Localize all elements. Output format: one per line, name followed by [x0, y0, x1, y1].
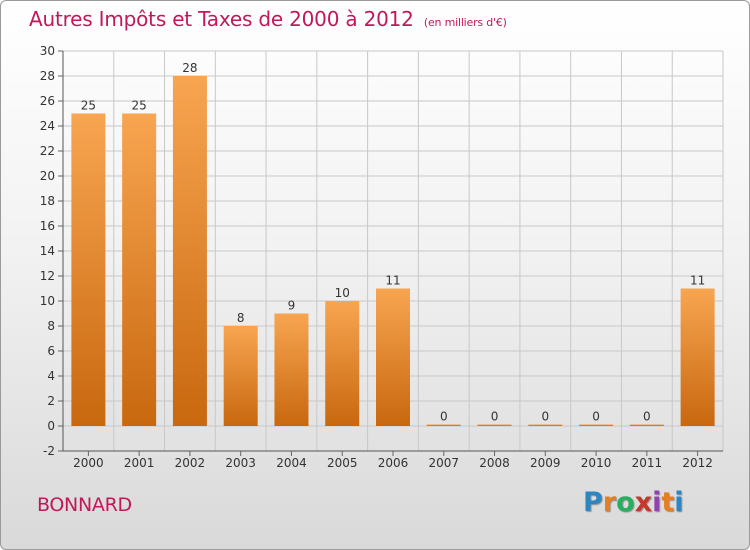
x-tick-label: 2005 [327, 456, 358, 470]
y-tick-label: 24 [40, 119, 55, 133]
chart-title: Autres Impôts et Taxes de 2000 à 2012 (e… [29, 7, 507, 31]
y-tick-label: 14 [40, 244, 55, 258]
brand-logo: Proxiti [583, 487, 684, 518]
y-tick-label: 16 [40, 219, 55, 233]
y-tick-label: -2 [43, 444, 55, 458]
bars [71, 76, 715, 426]
y-tick-label: 20 [40, 169, 55, 183]
data-label: 8 [237, 311, 245, 325]
x-tick-label: 2012 [682, 456, 713, 470]
y-tick-label: 12 [40, 269, 55, 283]
data-label: 0 [491, 410, 499, 424]
x-tick-label: 2003 [225, 456, 256, 470]
brand-letter: o [616, 487, 635, 518]
x-tick-label: 2010 [581, 456, 612, 470]
y-tick-label: 4 [47, 369, 55, 383]
brand-letter: t [661, 487, 675, 518]
data-labels: 25 25 28 8 9 10 11 0 0 0 0 0 11 [81, 61, 706, 424]
brand-letter: i [652, 487, 662, 518]
x-tick-label: 2000 [73, 456, 104, 470]
bar [71, 113, 106, 426]
data-label: 10 [335, 286, 350, 300]
y-tick-label: 26 [40, 94, 55, 108]
brand-letter: i [674, 487, 684, 518]
y-tick-label: 18 [40, 194, 55, 208]
x-tick-label: 2011 [632, 456, 663, 470]
data-label: 0 [541, 410, 549, 424]
y-tick-label: 28 [40, 69, 55, 83]
bar [680, 288, 715, 426]
x-tick-label: 2008 [479, 456, 510, 470]
x-tick-label: 2006 [378, 456, 409, 470]
bar [376, 288, 410, 426]
bar [528, 424, 563, 426]
data-label: 0 [592, 410, 600, 424]
data-label: 11 [690, 274, 705, 288]
brand-letter: P [583, 487, 603, 518]
y-tick-label: 22 [40, 144, 55, 158]
data-label: 25 [132, 99, 147, 113]
data-label: 25 [81, 99, 96, 113]
y-tick-label: 0 [47, 419, 55, 433]
bar [426, 424, 461, 426]
y-tick-label: 30 [40, 44, 55, 58]
x-tick-label: 2009 [530, 456, 561, 470]
x-tick-label: 2001 [124, 456, 155, 470]
data-label: 9 [288, 299, 296, 313]
bar [172, 76, 207, 426]
y-tick-label: 2 [47, 394, 55, 408]
y-tick-label: 6 [47, 344, 55, 358]
bar [629, 424, 664, 426]
y-tick-label: 8 [47, 319, 55, 333]
bar [579, 424, 614, 426]
bar [477, 424, 512, 426]
y-tick-label: 10 [40, 294, 55, 308]
bar [122, 113, 157, 426]
brand-letter: x [634, 487, 653, 518]
title-text: Autres Impôts et Taxes de 2000 à 2012 [29, 7, 414, 31]
data-label: 0 [643, 410, 651, 424]
data-label: 0 [440, 410, 448, 424]
brand-letter: r [602, 487, 617, 518]
data-label: 28 [182, 61, 197, 75]
data-label: 11 [385, 274, 400, 288]
x-tick-label: 2007 [428, 456, 459, 470]
title-unit: (en milliers d'€) [423, 16, 507, 29]
bar [325, 301, 360, 426]
x-tick-label: 2002 [175, 456, 206, 470]
x-tick-label: 2004 [276, 456, 307, 470]
bar [274, 313, 309, 426]
location-name: BONNARD [37, 494, 132, 516]
bar [223, 326, 258, 426]
